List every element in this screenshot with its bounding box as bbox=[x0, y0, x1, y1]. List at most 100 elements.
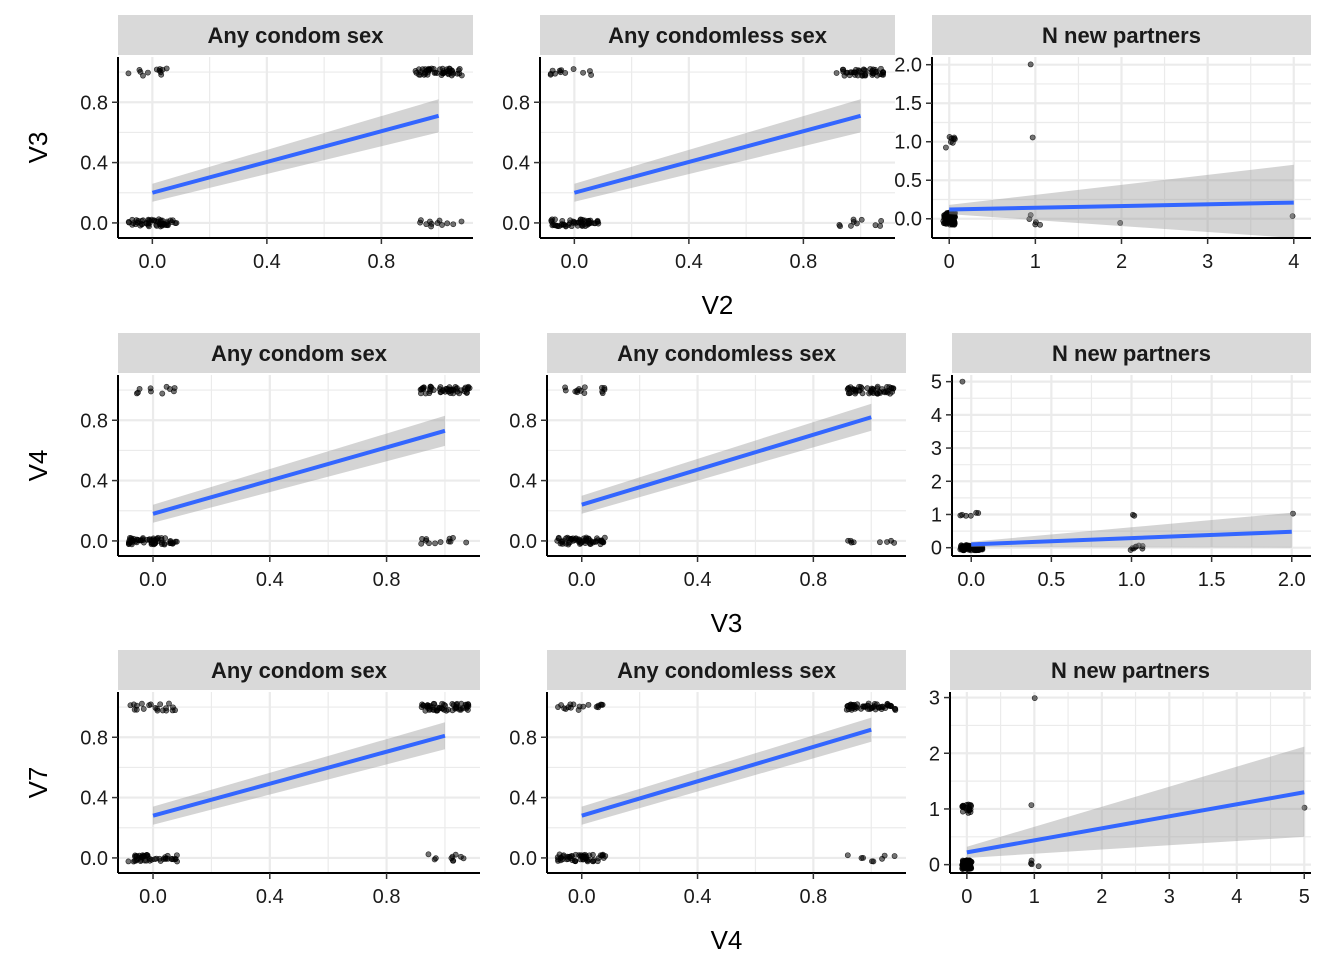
panel-r2-c1: Any condom sex 0.0 0.4 0.8 0.0 0.4 0.8 bbox=[80, 333, 480, 591]
data-point bbox=[167, 540, 174, 546]
data-point bbox=[866, 390, 873, 397]
data-point bbox=[458, 72, 465, 79]
regression-line bbox=[949, 200, 1294, 212]
data-point bbox=[173, 220, 180, 226]
data-point bbox=[166, 700, 172, 707]
data-point bbox=[876, 539, 883, 546]
x-tick-label: 2 bbox=[1096, 886, 1107, 908]
data-point bbox=[562, 70, 569, 76]
facet-strip bbox=[952, 333, 1311, 373]
x-tick-label: 4 bbox=[1288, 251, 1299, 273]
data-point bbox=[134, 536, 141, 543]
data-point bbox=[587, 68, 593, 74]
data-point bbox=[427, 66, 433, 73]
y-axis-title: V4 bbox=[23, 450, 53, 482]
facet-strip bbox=[118, 15, 473, 55]
data-point bbox=[449, 67, 455, 74]
panel-r1-c2: Any condomless sex 0.0 0.4 0.8 0.0 0.4 0.8 bbox=[502, 15, 895, 273]
x-axis-title: V4 bbox=[711, 925, 743, 955]
data-point bbox=[850, 703, 856, 710]
data-point bbox=[967, 512, 974, 519]
data-point bbox=[151, 856, 158, 863]
data-point bbox=[959, 803, 966, 810]
data-point bbox=[975, 510, 982, 516]
data-point bbox=[148, 541, 155, 548]
y-tick-label: 0.4 bbox=[80, 153, 108, 175]
data-point bbox=[443, 385, 450, 392]
y-tick-label: 2 bbox=[929, 743, 940, 765]
data-point bbox=[423, 537, 429, 544]
x-tick-label: 0.0 bbox=[568, 886, 596, 908]
data-point bbox=[159, 390, 166, 397]
data-point bbox=[450, 390, 457, 397]
y-tick-label: 0.8 bbox=[509, 727, 537, 749]
facet-title: Any condom sex bbox=[207, 23, 384, 48]
data-point bbox=[136, 386, 143, 392]
data-point bbox=[562, 384, 568, 391]
data-point bbox=[858, 385, 865, 392]
data-point bbox=[844, 852, 851, 859]
data-point bbox=[547, 70, 554, 77]
data-point bbox=[858, 216, 865, 223]
data-point bbox=[173, 538, 180, 545]
data-point bbox=[437, 384, 444, 390]
data-point bbox=[158, 535, 165, 541]
data-point bbox=[870, 858, 877, 865]
data-point bbox=[879, 855, 885, 862]
y-tick-label: 0.0 bbox=[894, 209, 922, 231]
y-tick-label: 1.0 bbox=[894, 132, 922, 154]
data-point bbox=[580, 69, 586, 76]
data-point bbox=[169, 855, 176, 862]
y-tick-label: 1 bbox=[929, 799, 940, 821]
data-point bbox=[1290, 510, 1296, 517]
y-tick-label: 2 bbox=[931, 471, 942, 493]
data-point bbox=[558, 702, 565, 708]
y-tick-label: 3 bbox=[931, 438, 942, 460]
facet-strip bbox=[118, 650, 480, 690]
data-point bbox=[884, 701, 891, 708]
data-point bbox=[568, 536, 575, 543]
y-tick-label: 0.4 bbox=[80, 788, 108, 810]
data-point bbox=[462, 384, 469, 391]
data-point bbox=[463, 703, 470, 710]
data-point bbox=[959, 378, 966, 385]
y-tick-label: 2.0 bbox=[894, 55, 922, 77]
data-point bbox=[879, 71, 885, 78]
data-point bbox=[425, 851, 432, 858]
data-point bbox=[852, 390, 859, 397]
confidence-band bbox=[153, 415, 445, 523]
data-point bbox=[164, 218, 171, 225]
data-point bbox=[132, 853, 138, 860]
data-point bbox=[1031, 695, 1038, 702]
confidence-band bbox=[153, 722, 445, 825]
data-point bbox=[423, 221, 430, 228]
data-point bbox=[555, 857, 561, 864]
data-point bbox=[431, 70, 438, 76]
y-tick-label: 4 bbox=[931, 405, 942, 427]
y-tick-label: 3 bbox=[929, 688, 940, 710]
data-point bbox=[450, 702, 457, 708]
data-point bbox=[1117, 219, 1124, 226]
x-tick-label: 0.0 bbox=[139, 886, 167, 908]
data-point bbox=[599, 701, 606, 708]
data-point bbox=[432, 540, 438, 547]
y-axis-title: V7 bbox=[23, 767, 53, 799]
data-point bbox=[140, 217, 146, 224]
data-point bbox=[858, 855, 865, 861]
y-tick-label: 1.5 bbox=[894, 93, 922, 115]
data-point bbox=[163, 65, 170, 72]
data-point bbox=[1301, 804, 1308, 811]
x-tick-label: 0.0 bbox=[957, 569, 985, 591]
confidence-band bbox=[581, 403, 872, 514]
facet-title: Any condomless sex bbox=[608, 23, 828, 48]
x-tick-label: 0.4 bbox=[684, 569, 712, 591]
data-point bbox=[597, 541, 604, 548]
data-point bbox=[427, 388, 434, 394]
x-tick-label: 0.8 bbox=[367, 251, 395, 273]
data-point bbox=[575, 707, 582, 713]
data-point bbox=[133, 702, 140, 709]
data-point bbox=[159, 539, 165, 546]
data-point bbox=[874, 72, 881, 79]
data-point bbox=[1131, 512, 1138, 519]
